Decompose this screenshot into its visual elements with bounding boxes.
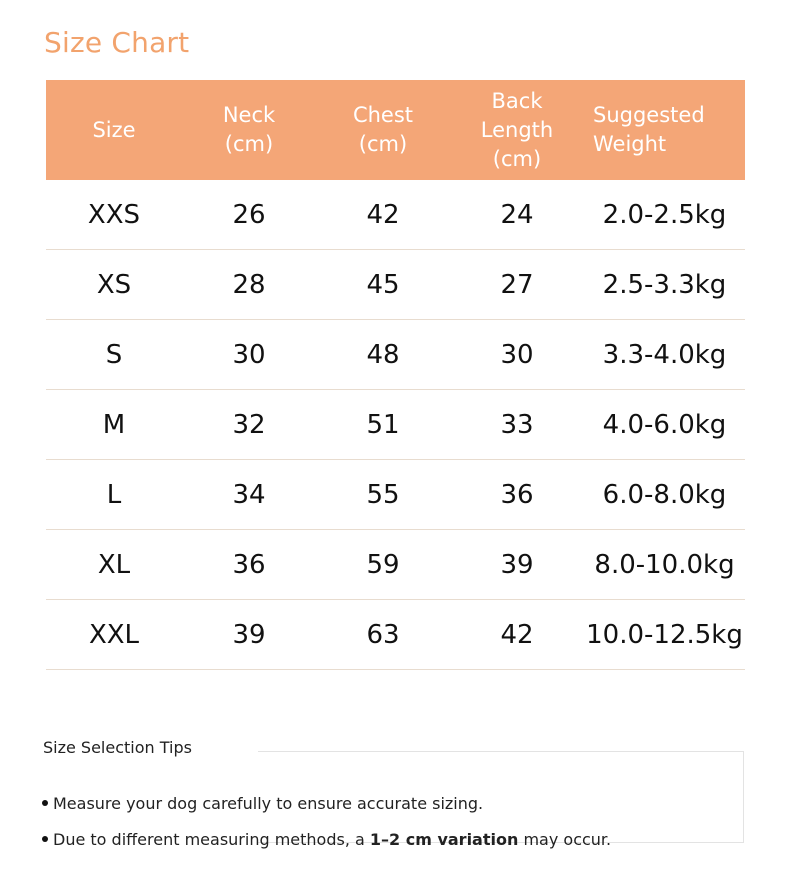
tip-text: Measure your dog carefully to ensure acc…: [53, 794, 484, 813]
cell-back-length: 30: [500, 339, 534, 370]
cell-chest: 63: [366, 619, 400, 650]
cell-chest: 42: [366, 199, 400, 230]
table-body: XXS 26 42 24 2.0-2.5kg XS 28 45 27 2.5-3.3kg S 30 48…: [46, 180, 745, 670]
cell-chest: 45: [366, 269, 400, 300]
cell-size: L: [106, 479, 122, 510]
header-neck: Neck (cm): [222, 103, 276, 156]
page-title: Size Chart: [44, 26, 190, 59]
table-row: S 30 48 30 3.3-4.0kg: [46, 320, 745, 390]
cell-size: XXS: [87, 199, 141, 230]
cell-chest: 48: [366, 339, 400, 370]
tip-text-bold: 1–2 cm variation: [369, 830, 519, 849]
cell-neck: 26: [232, 199, 266, 230]
cell-back-length: 36: [500, 479, 534, 510]
cell-neck: 36: [232, 549, 266, 580]
cell-weight: 8.0-10.0kg: [594, 549, 735, 580]
cell-weight: 6.0-8.0kg: [602, 479, 727, 510]
table-row: XXS 26 42 24 2.0-2.5kg: [46, 180, 745, 250]
cell-neck: 32: [232, 409, 266, 440]
cell-back-length: 39: [500, 549, 534, 580]
cell-size: XL: [97, 549, 131, 580]
header-chest: Chest (cm): [352, 103, 414, 156]
cell-size: XS: [96, 269, 132, 300]
table-row: L 34 55 36 6.0-8.0kg: [46, 460, 745, 530]
cell-neck: 28: [232, 269, 266, 300]
tip-item: Measure your dog carefully to ensure acc…: [42, 794, 483, 813]
header-suggested-weight: Suggested Weight: [593, 103, 705, 156]
tips-box: [258, 751, 744, 843]
cell-weight: 10.0-12.5kg: [586, 619, 743, 650]
cell-chest: 55: [366, 479, 400, 510]
cell-weight: 2.5-3.3kg: [602, 269, 727, 300]
cell-weight: 3.3-4.0kg: [602, 339, 727, 370]
header-size: Size: [92, 117, 136, 142]
cell-neck: 39: [232, 619, 266, 650]
tips-title: Size Selection Tips: [43, 738, 192, 757]
cell-chest: 59: [366, 549, 400, 580]
cell-size: S: [105, 339, 123, 370]
table-row: XL 36 59 39 8.0-10.0kg: [46, 530, 745, 600]
table-row: M 32 51 33 4.0-6.0kg: [46, 390, 745, 460]
cell-neck: 34: [232, 479, 266, 510]
tip-text-after: may occur.: [518, 830, 612, 849]
cell-weight: 4.0-6.0kg: [602, 409, 727, 440]
cell-weight: 2.0-2.5kg: [602, 199, 727, 230]
cell-neck: 30: [232, 339, 266, 370]
cell-size: M: [102, 409, 126, 440]
size-table: Size Neck (cm) Chest (cm) Back Length (c…: [46, 80, 745, 670]
bullet-icon: [42, 836, 48, 842]
table-row: XS 28 45 27 2.5-3.3kg: [46, 250, 745, 320]
tip-item: Due to different measuring methods, a 1–…: [42, 830, 611, 849]
cell-back-length: 33: [500, 409, 534, 440]
table-row: XXL 39 63 42 10.0-12.5kg: [46, 600, 745, 670]
cell-back-length: 24: [500, 199, 534, 230]
tip-text-before: Due to different measuring methods, a: [53, 830, 370, 849]
header-back-length: Back Length (cm): [480, 88, 554, 171]
cell-back-length: 42: [500, 619, 534, 650]
table-header: Size Neck (cm) Chest (cm) Back Length (c…: [46, 80, 745, 180]
bullet-icon: [42, 800, 48, 806]
cell-back-length: 27: [500, 269, 534, 300]
cell-chest: 51: [366, 409, 400, 440]
cell-size: XXL: [88, 619, 140, 650]
